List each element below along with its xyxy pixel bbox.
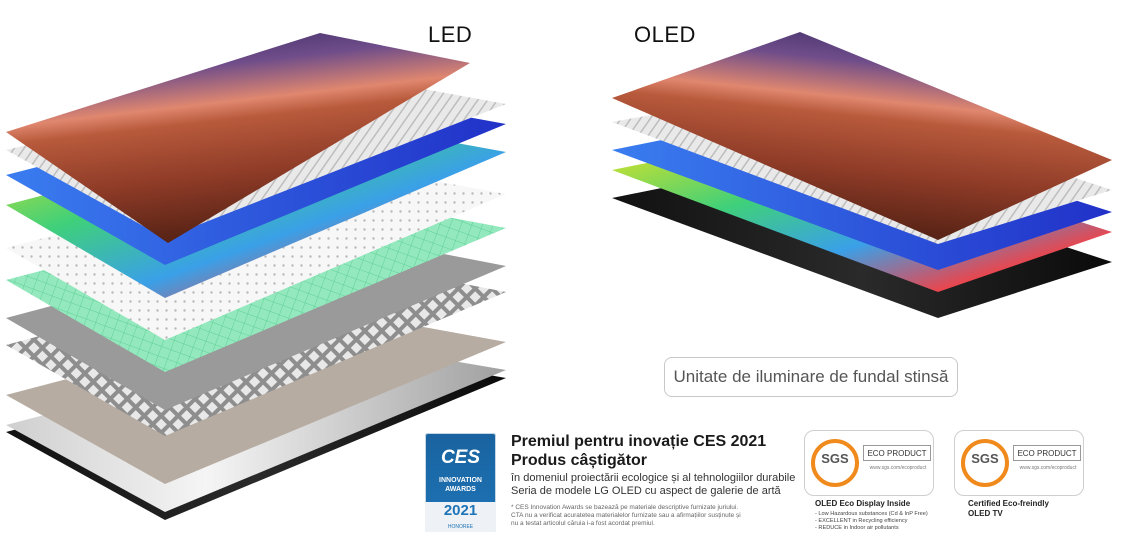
award-title: Premiul pentru inovație CES 2021 Produs … <box>511 432 801 470</box>
award-note-line3: nu a testat articolul căruia i-a fost ac… <box>511 520 655 527</box>
ces-logo: CES <box>440 447 481 468</box>
ces-awards-line1: INNOVATION <box>439 477 482 484</box>
eco1-bullet: - Low Hazardous substances (Cd & InP Fre… <box>815 511 928 517</box>
award-line2: Seria de modele LG OLED cu aspect de gal… <box>511 485 781 497</box>
eco2-caption: Certified Eco-freindly OLED TV <box>968 499 1049 519</box>
eco-product-tag: ECO PRODUCT <box>1013 445 1081 461</box>
eco-product-url: www.sgs.com/ecoproduct <box>1019 465 1077 471</box>
led-layer-panel-image <box>6 33 470 243</box>
backlight-off-label: Unitate de iluminare de fundal stinsă <box>664 357 958 397</box>
award-disclaimer: * CES Innovation Awards se bazează pe ma… <box>511 504 751 528</box>
ces-awards-line2: AWARDS <box>445 486 476 493</box>
sgs-logo-icon <box>811 439 859 487</box>
oled-title: OLED <box>634 22 696 47</box>
led-layer-stack <box>6 33 506 520</box>
award-text-block: Premiul pentru inovație CES 2021 Produs … <box>511 432 801 528</box>
eco1-caption: OLED Eco Display Inside <box>815 499 911 508</box>
eco1-bullet: - REDUCE in Indoor air pollutants <box>815 525 899 531</box>
sgs-eco-product-label-1: SGS ECO PRODUCT www.sgs.com/ecoproduct <box>804 430 934 496</box>
eco-product-tag: ECO PRODUCT <box>863 445 931 461</box>
ces-year-sub: HONOREE <box>447 524 474 530</box>
sgs-eco-product-label-2: SGS ECO PRODUCT www.sgs.com/ecoproduct <box>954 430 1084 496</box>
award-title-line2: Produs câștigător <box>511 452 648 469</box>
eco2-caption-line1: Certified Eco-freindly <box>968 499 1049 508</box>
award-note-line1: * CES Innovation Awards se bazează pe ma… <box>511 504 739 511</box>
oled-layer-stack <box>612 32 1112 318</box>
eco2-caption-line2: OLED TV <box>968 509 1003 518</box>
eco-product-url: www.sgs.com/ecoproduct <box>869 465 927 471</box>
ces-year: 2021 <box>425 502 496 532</box>
led-title: LED <box>428 22 473 47</box>
oled-layer-panel-image <box>612 32 1112 240</box>
eco1-bullets: - Low Hazardous substances (Cd & InP Fre… <box>815 511 928 532</box>
sgs-logo-text: SGS <box>821 451 849 466</box>
ces-awards-text: INNOVATION AWARDS <box>425 476 496 494</box>
eco1-bullet: - EXCELLENT in Recycling efficiency <box>815 518 908 524</box>
sgs-logo-text: SGS <box>971 451 999 466</box>
sgs-logo-icon <box>961 439 1009 487</box>
award-title-line1: Premiul pentru inovație CES 2021 <box>511 433 767 450</box>
award-note-line2: CTA nu a verificat acuratetea materialel… <box>511 512 741 519</box>
ces-award-badge: CES INNOVATION AWARDS 2021 HONOREE <box>425 433 496 532</box>
award-line1: în domeniul proiectării ecologice și al … <box>511 472 796 484</box>
